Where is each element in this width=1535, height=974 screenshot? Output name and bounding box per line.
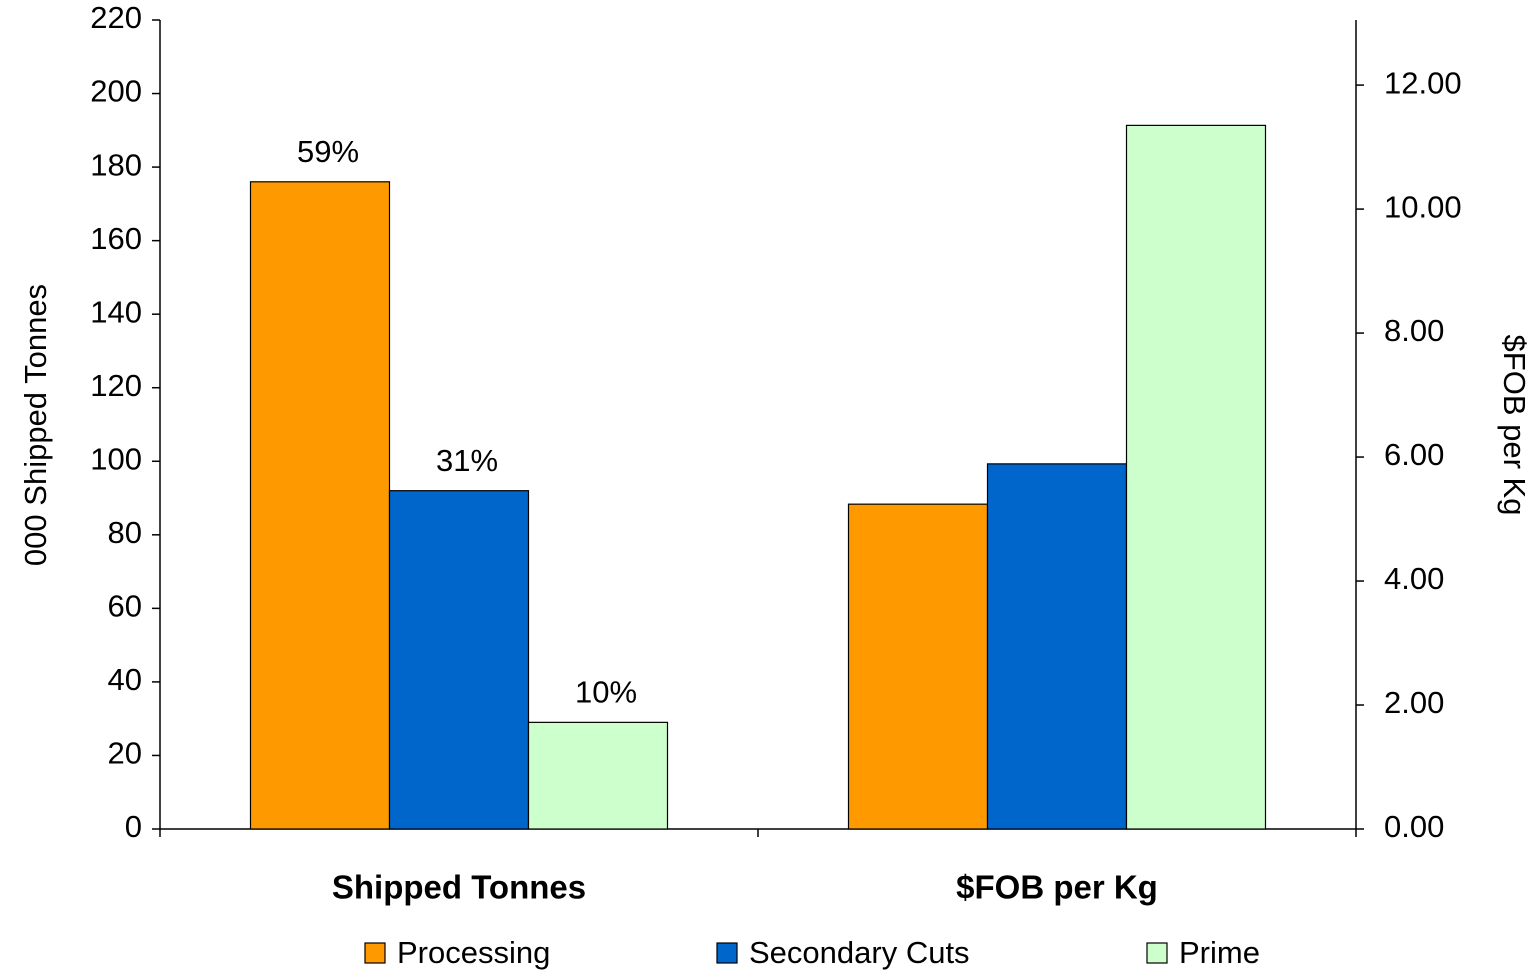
legend-swatch <box>364 942 386 964</box>
data-label: 10% <box>575 675 637 710</box>
y-tick-label: 180 <box>90 147 142 182</box>
y-tick-label: 140 <box>90 294 142 329</box>
bar <box>986 463 1128 830</box>
y2-tick-label: 0.00 <box>1384 809 1444 844</box>
data-label: 59% <box>297 134 359 169</box>
legend-swatch <box>716 942 738 964</box>
y-tick-label: 60 <box>108 589 142 624</box>
y2-tick-label: 2.00 <box>1384 685 1444 720</box>
legend-label: Secondary Cuts <box>749 935 970 970</box>
bar <box>1125 124 1267 830</box>
y-tick-label: 160 <box>90 221 142 256</box>
x-tick-label: Shipped Tonnes <box>332 869 586 906</box>
y-tick-label: 120 <box>90 368 142 403</box>
y2-tick-label: 12.00 <box>1384 65 1462 100</box>
y-tick-label: 200 <box>90 74 142 109</box>
bar <box>249 181 391 830</box>
y-tick-label: 220 <box>90 0 142 35</box>
y-tick-label: 40 <box>108 662 142 697</box>
y-tick-label: 100 <box>90 441 142 476</box>
legend-swatch <box>1146 942 1168 964</box>
bar <box>847 503 989 830</box>
legend-label: Prime <box>1179 935 1260 970</box>
y-tick-label: 0 <box>125 809 142 844</box>
bar <box>388 490 530 830</box>
legend-label: Processing <box>397 935 550 970</box>
y2-axis-title: $FOB per Kg <box>1497 335 1532 516</box>
y-tick-label: 80 <box>108 515 142 550</box>
y2-tick-label: 6.00 <box>1384 437 1444 472</box>
data-label: 31% <box>436 443 498 478</box>
x-tick-label: $FOB per Kg <box>956 869 1158 906</box>
y-axis-title: 000 Shipped Tonnes <box>18 284 53 566</box>
y-tick-label: 20 <box>108 736 142 771</box>
bar <box>527 721 669 830</box>
y2-tick-label: 4.00 <box>1384 561 1444 596</box>
y2-tick-label: 8.00 <box>1384 313 1444 348</box>
y2-tick-label: 10.00 <box>1384 189 1462 224</box>
